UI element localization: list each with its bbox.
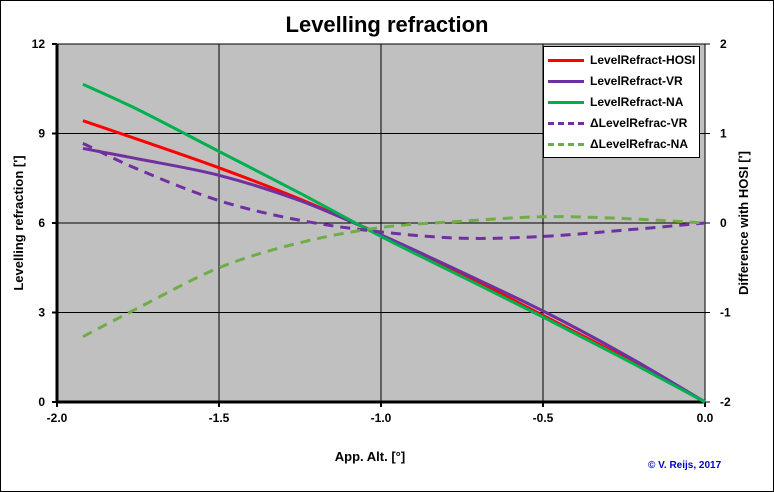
legend-item: ΔLevelRefrac-NA — [548, 135, 688, 153]
legend-label: ΔLevelRefrac-NA — [590, 137, 688, 151]
x-tick-label: -2.0 — [47, 411, 68, 425]
x-tick-label: -0.5 — [533, 411, 554, 425]
y2-axis-label: Difference with HOSI ['] — [736, 151, 751, 295]
x-tick-label: -1.0 — [371, 411, 392, 425]
legend: LevelRefract-HOSI LevelRefract-VR LevelRef… — [543, 46, 700, 158]
legend-swatch — [548, 79, 584, 83]
legend-label: LevelRefract-NA — [590, 95, 684, 109]
legend-item: ΔLevelRefrac-VR — [548, 114, 687, 132]
y2-tick-label: -2 — [720, 395, 731, 409]
series-line-2 — [82, 82, 706, 404]
legend-item: LevelRefract-NA — [548, 93, 683, 111]
y-tick-label: 6 — [38, 216, 45, 230]
y2-tick-label: 1 — [720, 127, 727, 141]
y-axis-label: Levelling refraction ['] — [11, 155, 26, 290]
y-tick-label: 0 — [38, 395, 45, 409]
x-tick-label: -1.5 — [209, 411, 230, 425]
x-tick-label: 0.0 — [697, 411, 714, 425]
legend-label: LevelRefract-HOSI — [590, 53, 696, 67]
x-axis-label: App. Alt. [°] — [334, 449, 406, 464]
legend-label: LevelRefract-VR — [590, 74, 683, 88]
legend-item: LevelRefract-HOSI — [548, 51, 695, 69]
legend-item: LevelRefract-VR — [548, 72, 683, 90]
credit-text: © V. Reijs, 2017 — [648, 460, 722, 471]
legend-swatch — [548, 121, 584, 125]
y2-tick-label: 2 — [720, 37, 727, 51]
y2-tick-label: 0 — [720, 216, 727, 230]
y-tick-label: 3 — [38, 306, 45, 320]
series-line-4 — [82, 215, 706, 338]
y-tick-label: 12 — [32, 37, 46, 51]
series-line-3 — [82, 141, 706, 240]
legend-swatch — [548, 100, 584, 104]
y-tick-label: 9 — [38, 127, 45, 141]
legend-label: ΔLevelRefrac-VR — [590, 116, 688, 130]
legend-swatch — [548, 58, 584, 62]
y2-tick-label: -1 — [720, 306, 731, 320]
chart-title: Levelling refraction — [285, 12, 489, 37]
legend-swatch — [548, 142, 584, 146]
